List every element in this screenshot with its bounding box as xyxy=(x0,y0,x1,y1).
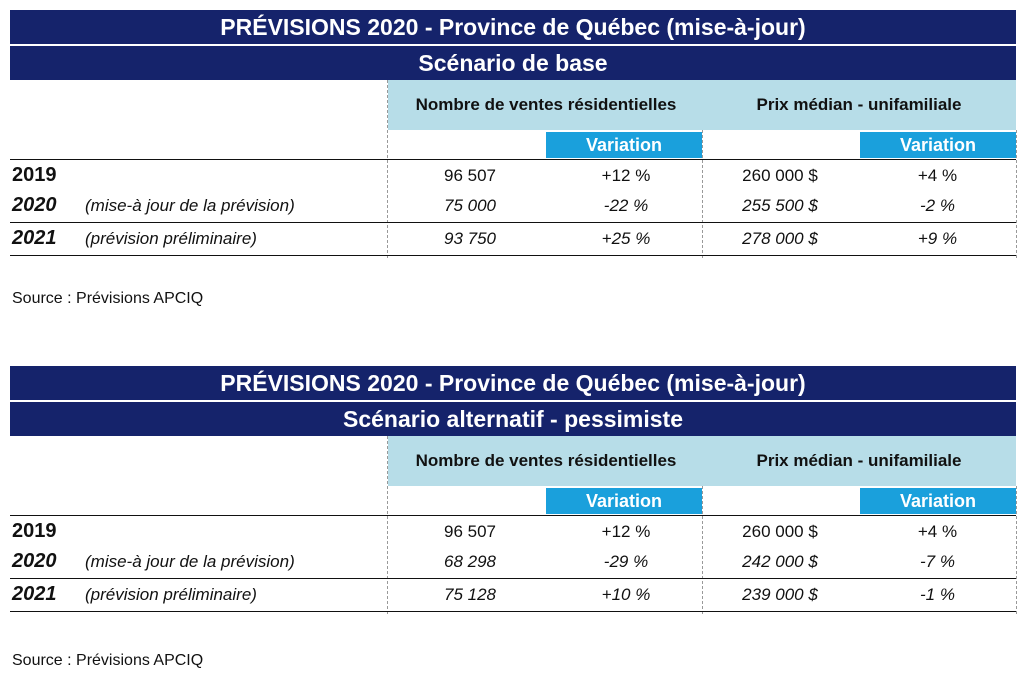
sales-value: 75 000 xyxy=(444,196,496,215)
column-divider xyxy=(702,486,703,614)
row-year: 2019 xyxy=(12,164,57,186)
column-divider xyxy=(1016,130,1017,258)
price-variation: +9 % xyxy=(917,229,958,248)
sales-variation: -22 % xyxy=(603,196,649,215)
header-variation-sales: Variation xyxy=(546,132,702,158)
row-divider xyxy=(10,159,1016,160)
column-divider xyxy=(387,80,388,258)
header-variation-price: Variation xyxy=(860,132,1016,158)
row-year: 2021 xyxy=(12,227,57,249)
price-value: 278 000 $ xyxy=(742,229,818,248)
column-divider xyxy=(387,436,388,614)
row-year: 2019 xyxy=(12,520,57,542)
forecast-table-pessimistic: PRÉVISIONS 2020 - Province de Québec (mi… xyxy=(10,366,1017,614)
price-variation: +4 % xyxy=(917,522,958,541)
header-variation-price: Variation xyxy=(860,488,1016,514)
price-value: 260 000 $ xyxy=(742,522,818,541)
row-divider xyxy=(10,578,1016,579)
row-note: (prévision préliminaire) xyxy=(85,229,257,248)
row-note: (mise-à jour de la prévision) xyxy=(85,552,295,571)
price-value: 260 000 $ xyxy=(742,166,818,185)
row-year: 2020 xyxy=(12,550,57,572)
table-row: 2020 (mise-à jour de la prévision) 75 00… xyxy=(10,190,1016,220)
row-divider xyxy=(10,222,1016,223)
price-variation: -7 % xyxy=(920,552,955,571)
sales-value: 96 507 xyxy=(444,166,496,185)
table-row: 2019 96 507 +12 % 260 000 $ +4 % xyxy=(10,160,1016,190)
row-note: (prévision préliminaire) xyxy=(85,585,257,604)
table-row: 2020 (mise-à jour de la prévision) 68 29… xyxy=(10,546,1016,576)
price-value: 242 000 $ xyxy=(742,552,818,571)
row-year: 2020 xyxy=(12,194,57,216)
table-grid: Nombre de ventes résidentielles Prix méd… xyxy=(10,80,1017,258)
sales-value: 68 298 xyxy=(444,552,496,571)
column-divider xyxy=(702,130,703,258)
price-value: 239 000 $ xyxy=(742,585,818,604)
sales-variation: +10 % xyxy=(601,585,651,604)
price-variation: +4 % xyxy=(917,166,958,185)
table-row: 2019 96 507 +12 % 260 000 $ +4 % xyxy=(10,516,1016,546)
row-year: 2021 xyxy=(12,583,57,605)
sales-variation: +12 % xyxy=(601,522,651,541)
price-variation: -2 % xyxy=(920,196,955,215)
table-row: 2021 (prévision préliminaire) 93 750 +25… xyxy=(10,223,1016,253)
row-note: (mise-à jour de la prévision) xyxy=(85,196,295,215)
source-note: Source : Prévisions APCIQ xyxy=(12,652,204,669)
source-note: Source : Prévisions APCIQ xyxy=(12,290,204,307)
header-sales: Nombre de ventes résidentielles xyxy=(388,436,704,486)
header-sales: Nombre de ventes résidentielles xyxy=(388,80,704,130)
scenario-title: Scénario de base xyxy=(10,44,1016,80)
header-price: Prix médian - unifamiliale xyxy=(702,80,1016,130)
row-divider xyxy=(10,515,1016,516)
table-grid: Nombre de ventes résidentielles Prix méd… xyxy=(10,436,1017,614)
table-title: PRÉVISIONS 2020 - Province de Québec (mi… xyxy=(10,10,1016,44)
sales-variation: -29 % xyxy=(603,552,649,571)
sales-variation: +25 % xyxy=(601,229,651,248)
sales-value: 93 750 xyxy=(444,229,496,248)
table-title: PRÉVISIONS 2020 - Province de Québec (mi… xyxy=(10,366,1016,400)
header-price: Prix médian - unifamiliale xyxy=(702,436,1016,486)
row-divider xyxy=(10,611,1016,612)
scenario-title: Scénario alternatif - pessimiste xyxy=(10,400,1016,436)
table-row: 2021 (prévision préliminaire) 75 128 +10… xyxy=(10,579,1016,609)
sales-value: 75 128 xyxy=(444,585,496,604)
header-variation-sales: Variation xyxy=(546,488,702,514)
price-value: 255 500 $ xyxy=(742,196,818,215)
sales-variation: +12 % xyxy=(601,166,651,185)
forecast-table-base: PRÉVISIONS 2020 - Province de Québec (mi… xyxy=(10,10,1017,258)
column-divider xyxy=(1016,486,1017,614)
sales-value: 96 507 xyxy=(444,522,496,541)
price-variation: -1 % xyxy=(920,585,955,604)
row-divider xyxy=(10,255,1016,256)
